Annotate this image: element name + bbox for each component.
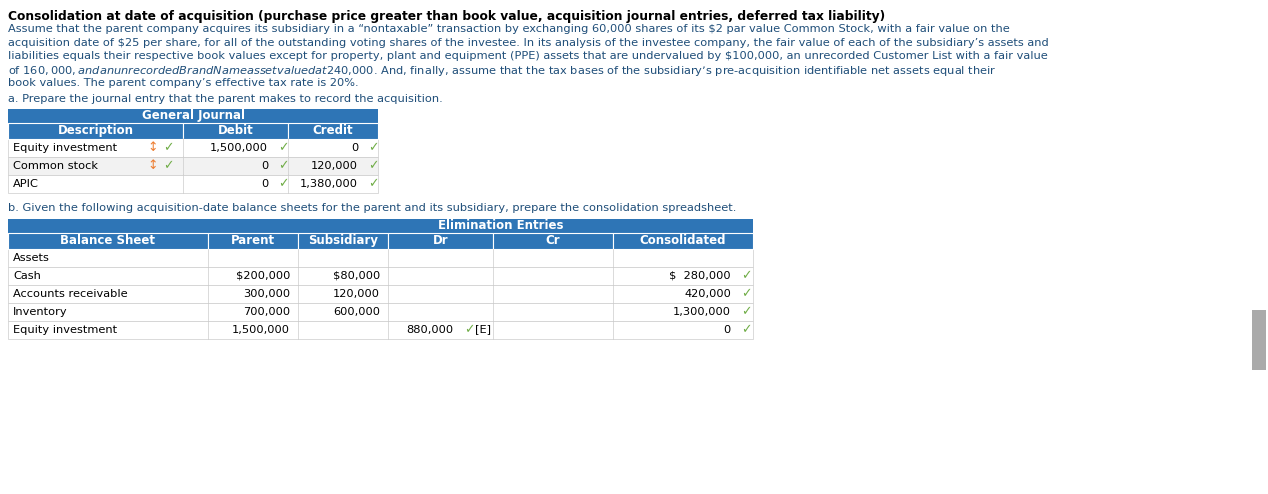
Bar: [8, 174, 378, 193]
Bar: [1252, 310, 1265, 370]
Text: [E]: [E]: [476, 325, 491, 334]
Bar: [8, 157, 378, 174]
Bar: [8, 266, 753, 285]
Text: of $160,000, and an unrecorded Brand Name asset valued at $240,000. And, finally: of $160,000, and an unrecorded Brand Nam…: [8, 65, 997, 79]
Bar: [8, 321, 753, 338]
Text: Assets: Assets: [13, 252, 49, 262]
Text: General Journal: General Journal: [142, 109, 245, 122]
Text: Description: Description: [57, 124, 133, 137]
Text: ✓: ✓: [741, 323, 752, 336]
Bar: [8, 109, 378, 123]
Text: 700,000: 700,000: [243, 306, 290, 317]
Text: 0: 0: [351, 142, 358, 153]
Text: Common stock: Common stock: [13, 161, 98, 170]
Text: $  280,000: $ 280,000: [670, 271, 730, 281]
Text: Cash: Cash: [13, 271, 41, 281]
Bar: [612, 233, 753, 248]
Bar: [183, 123, 288, 138]
Bar: [8, 285, 753, 302]
Text: a. Prepare the journal entry that the parent makes to record the acquisition.: a. Prepare the journal entry that the pa…: [8, 93, 443, 104]
Bar: [8, 123, 183, 138]
Text: book values. The parent company’s effective tax rate is 20%.: book values. The parent company’s effect…: [8, 78, 359, 88]
Text: Elimination Entries: Elimination Entries: [437, 219, 563, 232]
Bar: [288, 123, 378, 138]
Text: $80,000: $80,000: [332, 271, 380, 281]
Text: acquisition date of $25 per share, for all of the outstanding voting shares of t: acquisition date of $25 per share, for a…: [8, 38, 1049, 47]
Text: 120,000: 120,000: [333, 288, 380, 298]
Text: ✓: ✓: [462, 323, 476, 336]
Text: Accounts receivable: Accounts receivable: [13, 288, 128, 298]
Text: ✓: ✓: [741, 305, 752, 318]
Text: 0: 0: [261, 161, 268, 170]
Bar: [8, 248, 753, 266]
Text: ↕: ↕: [148, 159, 158, 172]
Text: Assume that the parent company acquires its subsidiary in a “nontaxable” transac: Assume that the parent company acquires …: [8, 24, 1009, 34]
Text: 1,500,000: 1,500,000: [210, 142, 268, 153]
Bar: [8, 302, 753, 321]
Text: 1,500,000: 1,500,000: [232, 325, 290, 334]
Text: ✓: ✓: [162, 141, 174, 154]
Text: 1,380,000: 1,380,000: [301, 178, 358, 189]
Bar: [208, 233, 298, 248]
Text: ✓: ✓: [368, 177, 379, 190]
Text: Balance Sheet: Balance Sheet: [61, 234, 156, 247]
Text: Inventory: Inventory: [13, 306, 67, 317]
Text: 420,000: 420,000: [685, 288, 730, 298]
Text: ↕: ↕: [148, 141, 158, 154]
Text: Debit: Debit: [218, 124, 254, 137]
Text: ✓: ✓: [278, 177, 289, 190]
Bar: [493, 233, 612, 248]
Text: Dr: Dr: [432, 234, 449, 247]
Bar: [388, 233, 493, 248]
Text: 300,000: 300,000: [243, 288, 290, 298]
Bar: [8, 233, 208, 248]
Text: 0: 0: [724, 325, 730, 334]
Text: Consolidated: Consolidated: [640, 234, 727, 247]
Text: 120,000: 120,000: [311, 161, 358, 170]
Text: ✓: ✓: [278, 141, 289, 154]
Text: ✓: ✓: [741, 269, 752, 282]
Text: APIC: APIC: [13, 178, 39, 189]
Text: ✓: ✓: [741, 287, 752, 300]
Text: $200,000: $200,000: [236, 271, 290, 281]
Text: Subsidiary: Subsidiary: [308, 234, 378, 247]
Text: liabilities equals their respective book values except for property, plant and e: liabilities equals their respective book…: [8, 51, 1047, 61]
Text: Cr: Cr: [545, 234, 560, 247]
Text: b. Given the following acquisition-date balance sheets for the parent and its su: b. Given the following acquisition-date …: [8, 203, 737, 212]
Text: ✓: ✓: [368, 159, 379, 172]
Text: 0: 0: [261, 178, 268, 189]
Text: Equity investment: Equity investment: [13, 142, 117, 153]
Text: Parent: Parent: [231, 234, 275, 247]
Bar: [8, 138, 378, 157]
Text: 880,000: 880,000: [406, 325, 453, 334]
Text: Credit: Credit: [313, 124, 354, 137]
Text: Consolidation at date of acquisition (purchase price greater than book value, ac: Consolidation at date of acquisition (pu…: [8, 10, 885, 23]
Bar: [8, 218, 753, 233]
Bar: [298, 233, 388, 248]
Text: ✓: ✓: [162, 159, 174, 172]
Text: Equity investment: Equity investment: [13, 325, 117, 334]
Text: ✓: ✓: [368, 141, 379, 154]
Text: 1,300,000: 1,300,000: [673, 306, 730, 317]
Text: 600,000: 600,000: [333, 306, 380, 317]
Text: ✓: ✓: [278, 159, 289, 172]
